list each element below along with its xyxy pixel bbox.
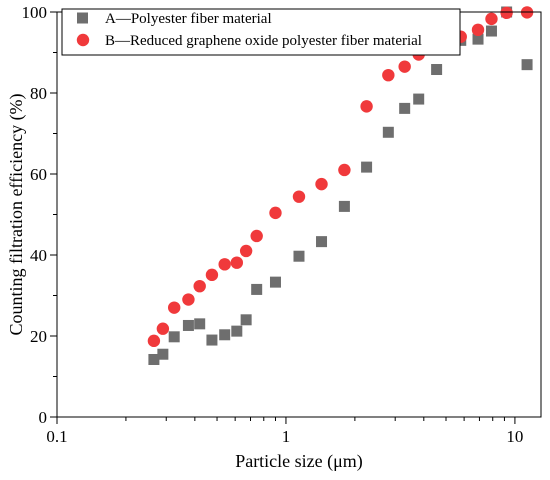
- y-axis-title: Counting filtration efficiency (%): [6, 93, 27, 335]
- x-axis-title: Particle size (μm): [235, 451, 363, 472]
- data-point-square: [269, 276, 281, 288]
- data-point-square: [316, 236, 328, 248]
- data-point-circle: [239, 244, 253, 258]
- data-point-circle: [500, 6, 513, 20]
- data-point-circle: [485, 12, 498, 26]
- data-point-circle: [382, 68, 395, 82]
- legend-marker-square: [77, 12, 88, 24]
- legend-marker-circle: [76, 33, 90, 47]
- series-b: [147, 6, 534, 348]
- data-point-square: [485, 25, 497, 37]
- data-point-square: [231, 325, 243, 337]
- data-point-square: [168, 331, 180, 343]
- data-point-circle: [360, 100, 373, 113]
- data-point-square: [157, 348, 169, 360]
- plot-area: [147, 6, 534, 365]
- data-point-circle: [182, 293, 195, 306]
- data-point-square: [399, 102, 411, 114]
- data-point-circle: [315, 177, 328, 191]
- data-point-square: [182, 319, 194, 331]
- data-point-circle: [250, 229, 263, 243]
- data-point-circle: [230, 256, 244, 269]
- data-point-square: [194, 318, 206, 330]
- legend: A—Polyester fiber material B—Reduced gra…: [61, 8, 461, 56]
- x-tick-label: 1: [282, 427, 291, 446]
- data-point-square: [382, 126, 394, 138]
- data-point-square: [431, 64, 443, 76]
- data-point-square: [293, 250, 305, 262]
- data-point-square: [521, 59, 533, 71]
- plot-frame: [56, 11, 542, 418]
- legend-label-series-a: A—Polyester fiber material: [105, 11, 272, 27]
- data-point-square: [206, 334, 218, 346]
- data-point-square: [338, 200, 350, 212]
- x-tick-label: 10: [506, 427, 523, 446]
- y-tick-label: 20: [30, 327, 47, 346]
- legend-box: [61, 8, 461, 56]
- x-tick-label: 0.1: [46, 427, 67, 446]
- data-point-circle: [167, 301, 181, 314]
- data-point-square: [413, 93, 425, 105]
- y-tick-label: 0: [39, 408, 48, 427]
- data-point-circle: [471, 23, 485, 37]
- data-point-square: [219, 329, 231, 341]
- data-point-circle: [269, 206, 282, 220]
- legend-label-series-b: B—Reduced graphene oxide polyester fiber…: [105, 33, 422, 49]
- data-point-square: [148, 353, 160, 365]
- data-point-circle: [156, 322, 170, 335]
- data-point-square: [251, 283, 263, 295]
- data-point-circle: [193, 279, 206, 293]
- y-tick-label: 60: [30, 165, 47, 184]
- data-point-square: [472, 33, 484, 45]
- data-point-circle: [398, 60, 411, 73]
- y-tick-label: 80: [30, 84, 47, 103]
- data-point-square: [240, 314, 252, 326]
- series-a: [148, 6, 533, 365]
- data-point-circle: [292, 190, 306, 203]
- data-point-square: [361, 161, 373, 173]
- data-point-circle: [205, 268, 219, 282]
- y-tick-label: 100: [22, 3, 48, 22]
- y-tick-label: 40: [30, 246, 47, 265]
- data-point-circle: [218, 258, 231, 271]
- data-point-circle: [147, 334, 161, 348]
- data-point-circle: [338, 163, 351, 177]
